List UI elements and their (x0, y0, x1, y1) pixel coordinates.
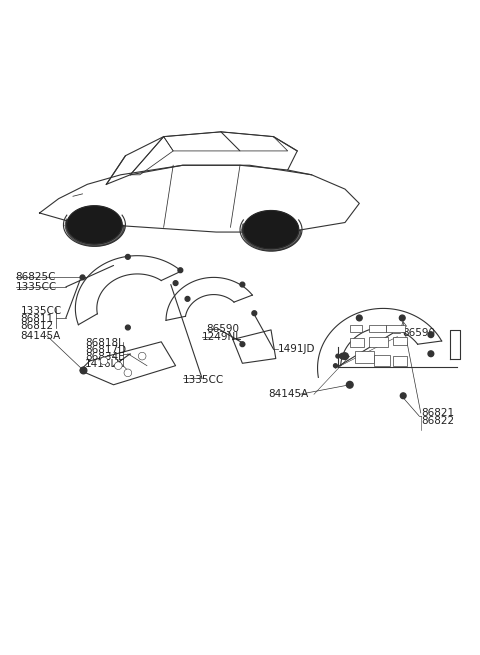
Text: 86817D: 86817D (85, 345, 126, 355)
Circle shape (347, 381, 353, 388)
Circle shape (100, 357, 108, 365)
Circle shape (80, 275, 85, 280)
Text: 84145A: 84145A (21, 331, 61, 341)
Text: 1335CC: 1335CC (21, 306, 62, 316)
Circle shape (240, 282, 245, 287)
Text: 86590: 86590 (402, 328, 435, 338)
Circle shape (428, 351, 434, 356)
Text: 86834E: 86834E (85, 352, 124, 362)
Text: 86811: 86811 (21, 314, 54, 324)
Text: 86822: 86822 (421, 415, 455, 426)
Bar (350, 325, 362, 332)
Circle shape (125, 325, 130, 330)
Circle shape (124, 369, 132, 377)
Circle shape (342, 353, 348, 360)
Bar (385, 325, 405, 332)
Circle shape (334, 364, 337, 367)
Text: 86821: 86821 (421, 409, 455, 419)
Circle shape (138, 352, 146, 360)
Circle shape (80, 367, 87, 374)
Circle shape (115, 362, 122, 369)
Circle shape (357, 315, 362, 321)
Text: 1416LK: 1416LK (85, 359, 124, 369)
Polygon shape (67, 206, 122, 244)
Circle shape (252, 310, 257, 316)
Polygon shape (243, 211, 299, 249)
Circle shape (173, 281, 178, 286)
Text: 86825C: 86825C (16, 272, 56, 282)
Circle shape (399, 315, 405, 321)
Text: 1249NL: 1249NL (202, 332, 242, 342)
Circle shape (178, 268, 183, 272)
Bar (369, 325, 385, 332)
Bar (350, 338, 364, 346)
Text: 1335CC: 1335CC (183, 375, 224, 385)
Bar (393, 356, 407, 365)
Bar (373, 355, 390, 365)
Bar (393, 337, 407, 345)
Text: 84145A: 84145A (269, 389, 309, 400)
Text: 86590: 86590 (206, 324, 240, 334)
Bar (369, 337, 388, 346)
Text: 86812: 86812 (21, 321, 54, 331)
Circle shape (428, 332, 434, 337)
Circle shape (125, 255, 130, 259)
Circle shape (336, 354, 340, 358)
Text: 1335CC: 1335CC (16, 282, 57, 292)
Circle shape (240, 342, 245, 346)
Circle shape (185, 297, 190, 301)
Circle shape (340, 353, 346, 359)
Text: 1491JD: 1491JD (278, 344, 316, 354)
Circle shape (400, 393, 406, 399)
Bar (355, 351, 373, 364)
Text: 86818J: 86818J (85, 338, 121, 348)
